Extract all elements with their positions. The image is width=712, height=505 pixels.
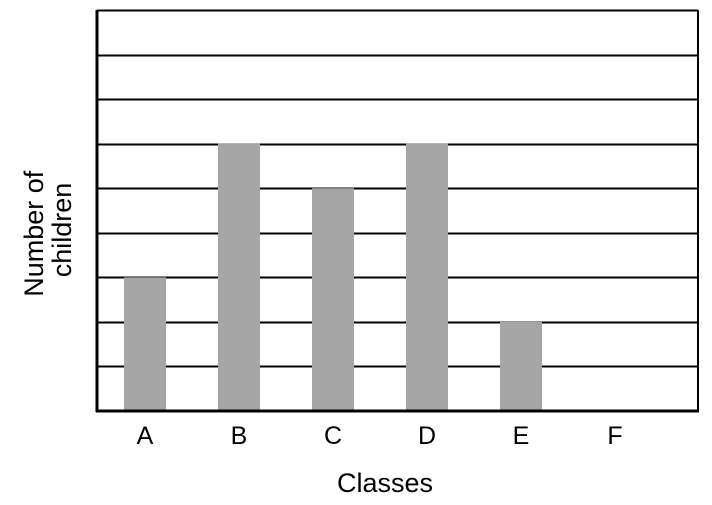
x-axis-title: Classes (337, 468, 433, 498)
x-tick-label-a: A (137, 422, 154, 450)
x-tick-label-b: B (231, 422, 248, 450)
x-tick-label-e: E (513, 422, 530, 450)
x-tick-label-f: F (607, 422, 622, 450)
y-axis-title: Number of children (19, 163, 77, 297)
y-axis-title-line-1: Number of (19, 170, 49, 297)
bar-b (218, 143, 260, 411)
bars (124, 143, 542, 411)
bar-c (312, 188, 354, 411)
y-axis-title-line-2: children (47, 183, 77, 278)
bar-d (406, 143, 448, 411)
x-tick-label-c: C (324, 422, 342, 450)
x-tick-labels: A B C D E F (137, 422, 623, 450)
bar-e (500, 321, 542, 411)
axes (95, 10, 699, 413)
bar-a (124, 277, 166, 411)
gridlines (97, 9, 698, 368)
x-tick-label-d: D (418, 422, 436, 450)
